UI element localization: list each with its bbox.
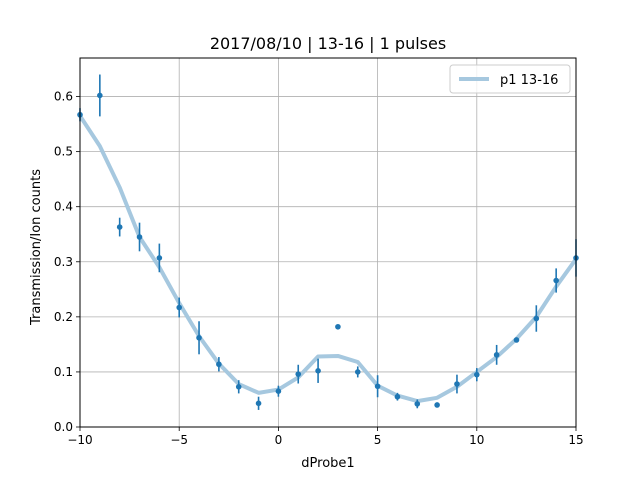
data-point (414, 401, 421, 407)
y-tick-label: 0.6 (54, 90, 73, 104)
y-tick-label: 0.3 (54, 255, 73, 269)
data-point (335, 323, 341, 330)
data-point (474, 371, 480, 378)
data-point (434, 402, 440, 408)
data-point (553, 277, 559, 284)
x-tick-label: −10 (67, 433, 92, 447)
x-axis-label: dProbe1 (301, 456, 354, 471)
data-point (295, 371, 302, 377)
data-point (255, 400, 262, 407)
data-point (196, 334, 202, 341)
x-tick-label: −5 (170, 433, 188, 447)
data-point (493, 352, 500, 358)
y-tick-label: 0.2 (54, 310, 73, 324)
x-tick-label: 15 (568, 433, 583, 447)
data-point (97, 92, 103, 99)
x-tick-label: 0 (275, 433, 283, 447)
data-point (216, 361, 222, 368)
grid-layer (79, 58, 577, 428)
data-point (235, 383, 242, 390)
data-point (374, 383, 381, 390)
x-tick-label: 5 (374, 433, 382, 447)
data-point (394, 393, 401, 400)
y-tick-label: 0.5 (54, 145, 73, 159)
tick-layer: −10 −5 0 5 10 15 0.0 0.1 0.2 0.3 0.4 0.5 0.6 (54, 90, 584, 447)
data-point (275, 388, 282, 395)
series-line-layer (78, 114, 578, 404)
x-tick-label: 10 (469, 433, 484, 447)
data-point (454, 381, 460, 387)
axes-frame (79, 57, 577, 428)
data-point (513, 337, 520, 343)
y-axis-label: Transmission/Ion counts (29, 169, 44, 326)
data-point (315, 368, 321, 374)
y-tick-label: 0.0 (54, 420, 73, 434)
data-point (136, 234, 143, 240)
legend-label: p1 13-16 (500, 73, 558, 88)
data-point (533, 315, 540, 322)
y-tick-label: 0.1 (54, 365, 73, 379)
legend: p1 13-16 (449, 64, 571, 94)
chart-title: 2017/08/10 | 13-16 | 1 pulses (210, 34, 446, 53)
legend-box (449, 64, 571, 94)
data-point (116, 224, 123, 230)
data-point (354, 369, 361, 375)
data-point (156, 255, 163, 261)
y-tick-label: 0.4 (54, 200, 73, 214)
data-point (176, 304, 182, 311)
series-line (78, 114, 578, 404)
